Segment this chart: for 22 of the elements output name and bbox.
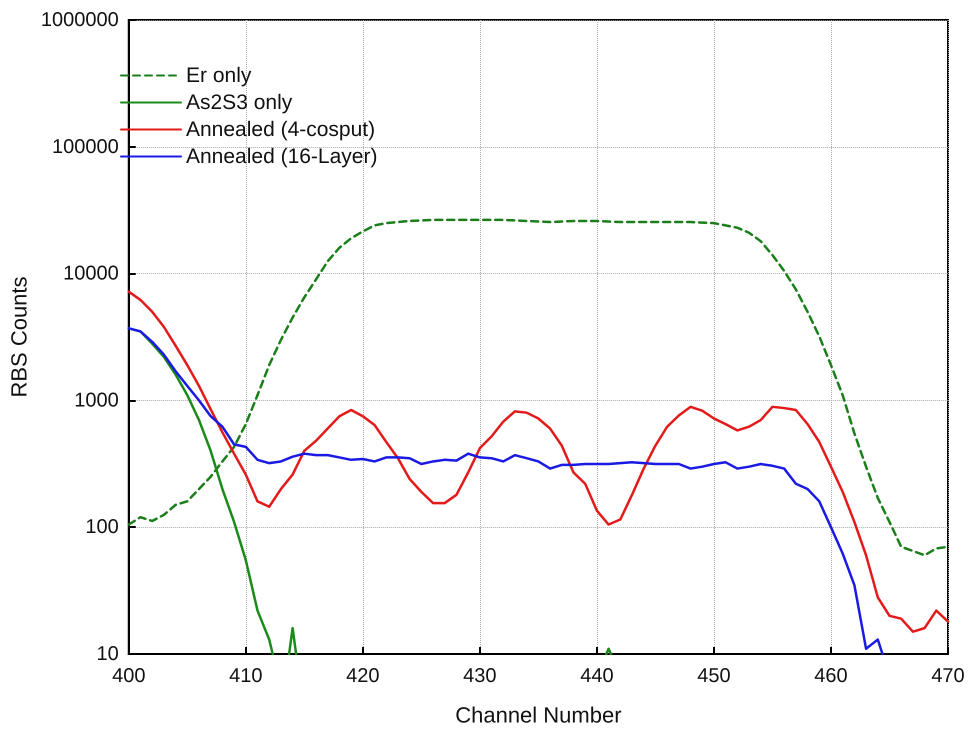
x-tick-label: 450 <box>697 665 731 687</box>
x-tick-label: 410 <box>229 665 262 687</box>
x-tick-label: 440 <box>580 665 614 687</box>
y-tick-label: 10000 <box>63 262 119 285</box>
x-tick-label: 400 <box>112 665 146 687</box>
y-tick-label: 100 <box>85 516 119 538</box>
y-tick-label: 1000000 <box>40 9 119 31</box>
legend-label: As2S3 only <box>186 91 293 114</box>
x-tick-label: 430 <box>463 665 497 687</box>
y-tick-label: 1000 <box>74 389 119 412</box>
x-axis-title: Channel Number <box>455 702 622 728</box>
line-series <box>128 327 884 656</box>
legend-label: Annealed (16-Layer) <box>186 145 378 168</box>
legend-label: Annealed (4-cosput) <box>186 118 376 141</box>
line-series <box>128 290 950 633</box>
legend-label: Er only <box>186 64 252 87</box>
y-tick-label: 10 <box>96 643 119 665</box>
x-tick-label: 470 <box>931 665 965 687</box>
y-axis-title: RBS Counts <box>6 276 32 398</box>
y-tick-label: 100000 <box>52 136 119 158</box>
x-tick-label: 460 <box>814 665 848 687</box>
x-tick-label: 420 <box>346 665 380 687</box>
